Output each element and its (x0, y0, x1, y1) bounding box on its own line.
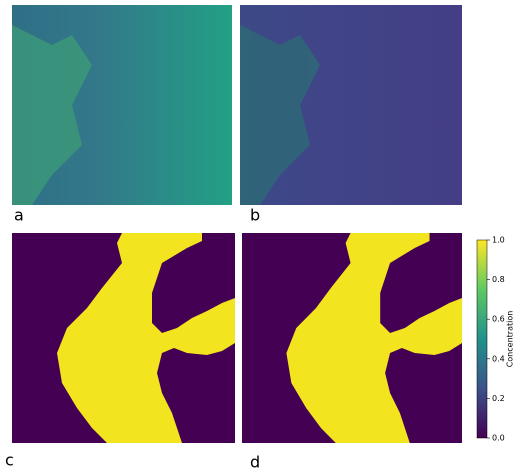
colorbar-tick-label: 0.0 (492, 434, 505, 443)
panel-b-image (240, 5, 462, 205)
colorbar-tick-label: 1.0 (492, 236, 505, 245)
panel-label: b (250, 206, 260, 225)
panel-c-image (12, 233, 235, 443)
panel-label: d (250, 453, 260, 470)
colorbar-tick-label: 0.8 (492, 275, 505, 284)
panel-d-image (242, 233, 463, 443)
colorbar-tick-label: 0.4 (492, 354, 505, 363)
panel-label: c (5, 451, 14, 470)
colorbar-label: Concentration (506, 311, 515, 368)
panel-label: a (14, 206, 24, 225)
colorbar-tick-label: 0.6 (492, 315, 505, 324)
panel-a-image (12, 5, 232, 205)
colorbar-tick-label: 0.2 (492, 394, 505, 403)
colorbar (476, 239, 488, 439)
